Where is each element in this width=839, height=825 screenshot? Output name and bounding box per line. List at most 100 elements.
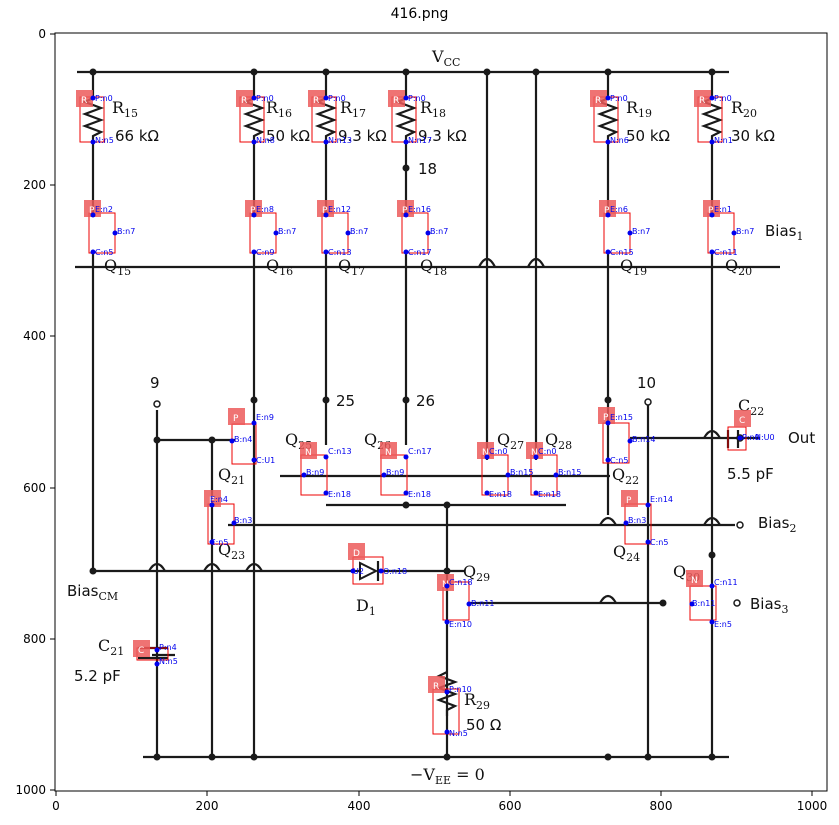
svg-text:E:n12: E:n12 bbox=[328, 205, 351, 214]
label-D1: D1 bbox=[356, 596, 376, 618]
svg-text:E:n18: E:n18 bbox=[408, 490, 431, 499]
svg-text:P: P bbox=[603, 413, 609, 423]
svg-text:C:n17: C:n17 bbox=[408, 248, 432, 257]
resistor-zigzags bbox=[81, 97, 724, 716]
svg-text:B:n3: B:n3 bbox=[234, 516, 252, 525]
svg-text:N: N bbox=[482, 448, 489, 458]
x-tick-label: 800 bbox=[650, 799, 673, 813]
vcc-label: VCC bbox=[431, 47, 460, 69]
value-R15: 66 kΩ bbox=[115, 127, 159, 145]
svg-text:P: P bbox=[250, 206, 256, 216]
value-C21: 5.2 pF bbox=[74, 667, 121, 685]
svg-text:B:n11: B:n11 bbox=[692, 599, 715, 608]
svg-text:C:n5: C:n5 bbox=[610, 456, 628, 465]
junction-dots bbox=[89, 68, 716, 761]
svg-text:C:n18: C:n18 bbox=[449, 578, 473, 587]
label-Q21: Q21 bbox=[218, 465, 245, 487]
svg-text:P:n0: P:n0 bbox=[714, 94, 732, 103]
svg-text:C:n9: C:n9 bbox=[256, 248, 274, 257]
svg-text:E:n6: E:n6 bbox=[610, 205, 628, 214]
svg-text:E:n10: E:n10 bbox=[449, 620, 472, 629]
value-R18: 9.3 kΩ bbox=[418, 127, 467, 145]
label-R18: R18 bbox=[420, 98, 446, 120]
svg-text:R: R bbox=[699, 96, 705, 106]
svg-text:B:n3: B:n3 bbox=[628, 516, 646, 525]
svg-text:P:n0: P:n0 bbox=[408, 94, 426, 103]
x-tick-label: 1000 bbox=[797, 799, 828, 813]
svg-text:N:n13: N:n13 bbox=[328, 136, 352, 145]
svg-text:R: R bbox=[241, 96, 247, 106]
svg-text:P:n0: P:n0 bbox=[95, 94, 113, 103]
node-label: 25 bbox=[336, 392, 355, 410]
svg-text:E:n9: E:n9 bbox=[256, 413, 274, 422]
bias3-label: Bias3 bbox=[750, 595, 788, 616]
svg-text:C:n5: C:n5 bbox=[650, 538, 668, 547]
label-Q17: Q17 bbox=[338, 256, 365, 278]
pin-annotations: P:n0 N:n5 P:n0 N:n8 P:n0 N:n13 P:n0 N:n1… bbox=[95, 94, 775, 738]
svg-text:R: R bbox=[81, 96, 87, 106]
biascm-label: BiasCM bbox=[67, 582, 118, 603]
axes-frame bbox=[54, 32, 828, 792]
svg-text:N:U0: N:U0 bbox=[755, 433, 775, 442]
bias2-label: Bias2 bbox=[758, 514, 796, 535]
label-R20: R20 bbox=[731, 98, 757, 120]
svg-text:N: N bbox=[385, 448, 392, 458]
label-Q28: Q28 bbox=[545, 430, 572, 452]
svg-text:O:n18: O:n18 bbox=[383, 567, 407, 576]
value-C22: 5.5 pF bbox=[727, 465, 774, 483]
svg-text:B:n15: B:n15 bbox=[558, 468, 581, 477]
svg-text:C:n5: C:n5 bbox=[210, 538, 228, 547]
svg-text:B:n9: B:n9 bbox=[306, 468, 324, 477]
svg-text:P: P bbox=[233, 414, 239, 424]
label-Q24: Q24 bbox=[613, 542, 640, 564]
label-Q19: Q19 bbox=[620, 256, 647, 278]
label-R19: R19 bbox=[626, 98, 652, 120]
svg-text:N:n5: N:n5 bbox=[159, 657, 178, 666]
component-labels: R15 66 kΩ R16 50 kΩ R17 9.3 kΩ R18 9.3 k… bbox=[74, 98, 775, 734]
diode-symbol bbox=[359, 561, 380, 581]
wire-group-horizontals bbox=[75, 265, 780, 657]
svg-text:E:n15: E:n15 bbox=[610, 413, 633, 422]
svg-text:P: P bbox=[604, 206, 610, 216]
x-tick-label: 0 bbox=[52, 799, 60, 813]
svg-text:E:n18: E:n18 bbox=[538, 490, 561, 499]
svg-text:E:n14: E:n14 bbox=[650, 495, 673, 504]
svg-text:P: P bbox=[209, 496, 215, 506]
x-tick-label: 400 bbox=[348, 799, 371, 813]
wire-crossovers bbox=[148, 257, 721, 604]
svg-text:P:n0: P:n0 bbox=[328, 94, 346, 103]
svg-text:P: P bbox=[322, 206, 328, 216]
svg-text:B:n11: B:n11 bbox=[471, 599, 494, 608]
svg-text:B:n7: B:n7 bbox=[117, 227, 135, 236]
y-tick-label: 200 bbox=[23, 178, 46, 192]
svg-text:C:n11: C:n11 bbox=[714, 248, 738, 257]
svg-text:B:n4: B:n4 bbox=[234, 435, 252, 444]
svg-text:N: N bbox=[531, 448, 538, 458]
svg-text:E:n8: E:n8 bbox=[256, 205, 274, 214]
label-R15: R15 bbox=[112, 98, 138, 120]
svg-text:C: C bbox=[739, 416, 745, 426]
svg-text:P: P bbox=[89, 206, 95, 216]
label-Q16: Q16 bbox=[266, 256, 293, 278]
svg-text:E:n18: E:n18 bbox=[328, 490, 351, 499]
label-R17: R17 bbox=[340, 98, 366, 120]
x-tick-label: 200 bbox=[196, 799, 219, 813]
svg-text:N:n1: N:n1 bbox=[714, 136, 733, 145]
label-Q27: Q27 bbox=[497, 430, 524, 452]
svg-text:C:n13: C:n13 bbox=[328, 447, 352, 456]
svg-text:B:n7: B:n7 bbox=[278, 227, 296, 236]
svg-text:N: N bbox=[305, 448, 312, 458]
svg-text:R: R bbox=[313, 96, 319, 106]
label-Q20: Q20 bbox=[725, 256, 752, 278]
svg-text:P: P bbox=[708, 206, 714, 216]
svg-text:B:n14: B:n14 bbox=[632, 435, 655, 444]
svg-text:C:n11: C:n11 bbox=[714, 578, 738, 587]
label-Q29: Q29 bbox=[463, 562, 490, 584]
svg-text:B:n9: B:n9 bbox=[386, 468, 404, 477]
svg-text:E:n1: E:n1 bbox=[714, 205, 732, 214]
label-R29: R29 bbox=[464, 690, 490, 712]
svg-text:E:n5: E:n5 bbox=[714, 620, 732, 629]
svg-text:E:n2: E:n2 bbox=[95, 205, 113, 214]
node-label: 18 bbox=[418, 160, 437, 178]
